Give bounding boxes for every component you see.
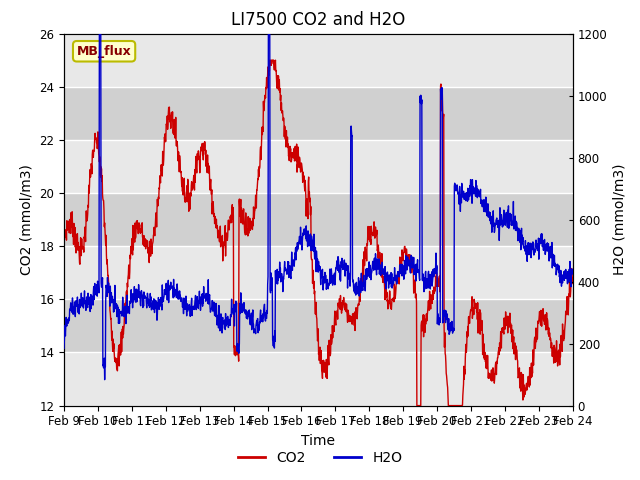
Bar (64, 87, 573, 140)
Y-axis label: H2O (mmol/m3): H2O (mmol/m3) (613, 164, 627, 276)
Bar (64, 352, 573, 406)
Bar (64, 140, 573, 193)
Title: LI7500 CO2 and H2O: LI7500 CO2 and H2O (231, 11, 406, 29)
Y-axis label: CO2 (mmol/m3): CO2 (mmol/m3) (20, 164, 34, 275)
Bar (64, 246, 573, 300)
Bar (64, 34, 573, 87)
Text: MB_flux: MB_flux (77, 45, 131, 58)
X-axis label: Time: Time (301, 434, 335, 448)
Bar (64, 300, 573, 352)
Legend: CO2, H2O: CO2, H2O (232, 445, 408, 471)
Bar (64, 193, 573, 246)
